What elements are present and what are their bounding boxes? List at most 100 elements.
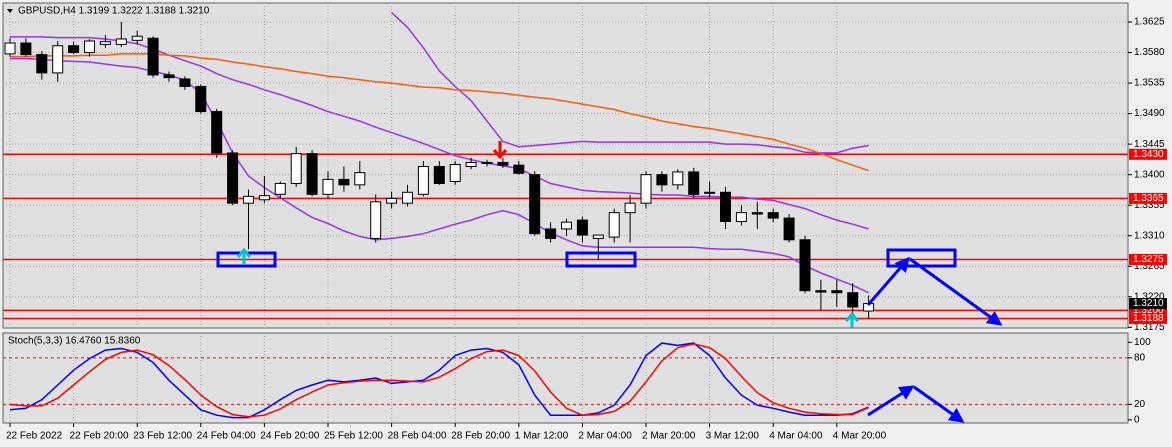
main-plot xyxy=(3,3,1128,328)
indicator-line xyxy=(9,342,869,419)
y-tick-label: 1.3625 xyxy=(1134,17,1165,28)
main-axis: 1.3625 1.3580 1.3535 1.3490 1.3445 1.3400 1.33… xyxy=(7,6,1167,333)
projection-arrow xyxy=(913,385,965,423)
candle-body xyxy=(84,40,95,54)
main-panel xyxy=(2,2,1129,329)
candle-body xyxy=(497,161,509,166)
candle-body xyxy=(688,171,700,195)
candle-body xyxy=(227,152,239,204)
candle-body xyxy=(847,292,859,308)
indicator-line xyxy=(391,11,869,154)
y-tick-label: 0 xyxy=(1134,415,1140,426)
y-tick-label: 1.3220 xyxy=(1134,291,1165,302)
level-price-label: 1.3365 xyxy=(1133,193,1164,204)
candle-body xyxy=(513,164,525,174)
y-tick-label: 1.3310 xyxy=(1134,230,1165,241)
candle-body xyxy=(115,38,127,45)
candle-body xyxy=(640,174,652,204)
candle-body xyxy=(465,161,477,168)
x-tick-label: 3 Mar 12:00 xyxy=(706,431,760,442)
x-tick-label: 24 Feb 20:00 xyxy=(260,431,319,442)
x-tick-label: 28 Feb 04:00 xyxy=(388,431,447,442)
candle-body xyxy=(68,45,80,54)
level-price-box xyxy=(1129,313,1167,325)
stoch-axis: 0 20 80 100 Stoch(5,3,3) 16.4760 15.8360 xyxy=(8,336,1151,426)
x-tick-label: 4 Mar 04:00 xyxy=(769,431,823,442)
candle-body xyxy=(274,182,286,195)
panel-title: Stoch(5,3,3) 16.4760 15.8360 xyxy=(8,336,141,347)
candle-body xyxy=(529,174,541,235)
candle-body xyxy=(799,239,811,292)
projection-arrow xyxy=(867,385,915,417)
candle-body xyxy=(576,219,588,236)
candle-body xyxy=(20,42,32,56)
candle-body xyxy=(656,174,668,186)
stoch-plot xyxy=(3,333,1128,423)
x-tick-label: 1 Mar 12:00 xyxy=(515,431,569,442)
candle-body xyxy=(338,178,350,186)
candle-body xyxy=(751,212,763,215)
y-tick-label: 1.3490 xyxy=(1134,108,1165,119)
candle-body xyxy=(433,166,445,184)
candle-body xyxy=(624,202,636,214)
x-tick-label: 4 Mar 20:00 xyxy=(833,431,887,442)
candle-body xyxy=(481,161,493,164)
projection-arrow xyxy=(866,256,910,306)
candle-body xyxy=(386,197,398,204)
current-price-label: 1.3210 xyxy=(1133,298,1164,309)
y-tick-label: 1.3355 xyxy=(1134,200,1165,211)
time-axis: 22 Feb 2022 22 Feb 20:00 23 Feb 12:00 24 Fe… xyxy=(6,423,887,442)
candle-body xyxy=(322,178,334,195)
y-tick-label: 1.3535 xyxy=(1134,78,1165,89)
x-tick-label: 2 Mar 20:00 xyxy=(642,431,696,442)
candle-body xyxy=(179,78,191,87)
candle-body xyxy=(370,201,382,239)
candle-body xyxy=(306,153,318,195)
y-tick-label: 20 xyxy=(1134,399,1146,410)
candle-body xyxy=(720,191,731,222)
candle-body xyxy=(290,153,302,184)
candle-body xyxy=(243,195,254,204)
level-price-box xyxy=(1129,148,1167,160)
candle-body xyxy=(52,45,64,74)
candle-body xyxy=(131,35,143,41)
up-arrow xyxy=(236,247,252,264)
candle-body xyxy=(4,42,16,55)
candle-body xyxy=(783,217,795,241)
x-tick-label: 28 Feb 20:00 xyxy=(451,431,510,442)
candle-body xyxy=(815,290,827,293)
level-price-label: 1.3188 xyxy=(1133,313,1164,324)
x-tick-label: 22 Feb 20:00 xyxy=(70,431,129,442)
annotations xyxy=(216,141,1003,328)
level-price-box xyxy=(1129,304,1167,316)
candle-body xyxy=(36,54,48,74)
level-price-label: 1.3200 xyxy=(1133,305,1164,316)
candle-body xyxy=(195,85,207,113)
candle-body xyxy=(99,41,111,45)
level-price-box xyxy=(1129,253,1167,265)
indicator-line xyxy=(9,343,869,418)
candle-body xyxy=(258,195,270,201)
candle-body xyxy=(735,212,747,222)
candle-body xyxy=(561,221,572,230)
candle-body xyxy=(354,172,366,186)
y-tick-label: 100 xyxy=(1134,337,1151,348)
candle-body xyxy=(545,228,557,239)
x-tick-label: 2 Mar 04:00 xyxy=(578,431,632,442)
stoch-panel xyxy=(2,332,1129,424)
candle-body xyxy=(767,212,779,219)
panel-title: GBPUSD,H4 1.3199 1.3222 1.3188 1.3210 xyxy=(18,6,210,17)
level-price-box xyxy=(1129,192,1167,204)
candle-body xyxy=(163,74,175,79)
zone-box xyxy=(565,251,637,268)
candle-body xyxy=(704,191,716,194)
candle-body xyxy=(608,212,620,238)
candle-body xyxy=(449,163,461,182)
candle-body xyxy=(211,111,223,154)
y-tick-label: 80 xyxy=(1134,352,1146,363)
candle-body xyxy=(831,290,843,294)
menu-triangle xyxy=(7,9,13,13)
y-tick-label: 1.3265 xyxy=(1134,261,1165,272)
candle-body xyxy=(672,171,684,186)
